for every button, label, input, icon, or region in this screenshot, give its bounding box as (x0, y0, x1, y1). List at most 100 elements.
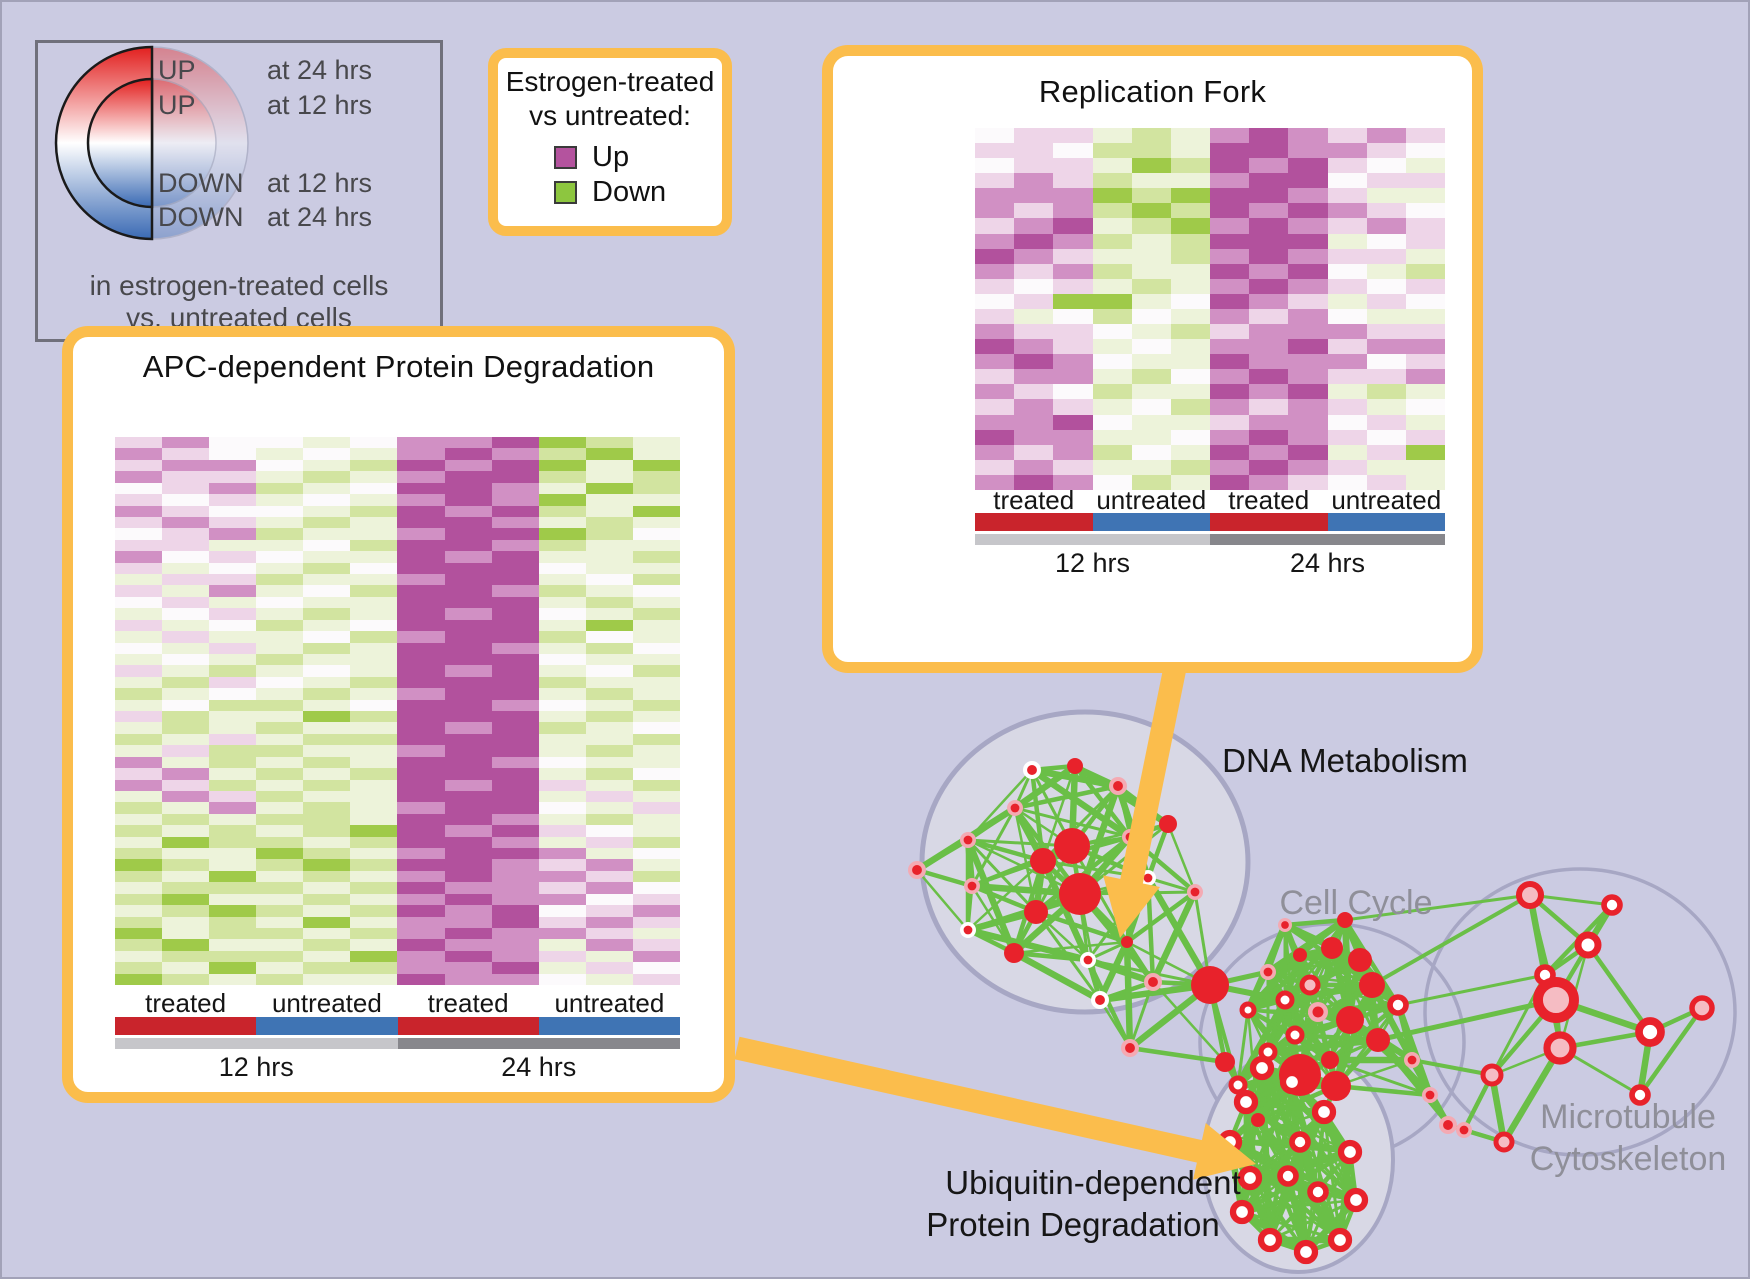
heatmap-cell (632, 870, 680, 883)
heatmap-cell (350, 608, 398, 620)
heatmap-cell (1092, 233, 1132, 249)
up-label: Up (592, 140, 630, 173)
heatmap-cell (162, 448, 210, 460)
heatmap-cell (115, 859, 163, 871)
network-cluster-label: Microtubule (1540, 1098, 1716, 1136)
heatmap-cell (444, 882, 492, 894)
heatmap-cell (303, 848, 351, 860)
heatmap-cell (256, 905, 304, 917)
heatmap-cell (1327, 414, 1367, 430)
heatmap-cell (209, 665, 257, 677)
heatmap-cell (538, 768, 586, 780)
heatmap-cell (397, 813, 445, 826)
heatmap-cell (585, 905, 633, 917)
heatmap-cell (585, 699, 633, 711)
heatmap-cell (256, 608, 304, 620)
heatmap-cell (491, 825, 539, 837)
heatmap-cell (1249, 354, 1289, 370)
gene-node (1121, 936, 1133, 948)
apc-time-bar (115, 1038, 680, 1049)
heatmap-cell (162, 459, 210, 472)
heatmap-cell (538, 859, 586, 871)
heatmap-cell (444, 631, 492, 643)
heatmap-cell (1249, 143, 1289, 159)
time-label: at 24 hrs (266, 202, 372, 232)
heatmap-cell (538, 631, 586, 643)
heatmap-cell (1131, 429, 1171, 445)
heatmap-cell (1170, 339, 1210, 355)
heatmap-cell (1327, 339, 1367, 355)
heatmap-cell (397, 562, 445, 574)
heatmap-cell (209, 516, 257, 529)
gene-node-ring (1635, 1017, 1665, 1047)
heatmap-cell (632, 482, 680, 495)
heatmap-cell (491, 756, 539, 769)
heatmap-cell (1327, 459, 1367, 475)
heatmap-cell (397, 699, 445, 711)
treatment-group-label: untreated (554, 988, 665, 1018)
heatmap-cell (1288, 474, 1328, 490)
heatmap-cell (256, 756, 304, 769)
heatmap-cell (350, 939, 398, 951)
heatmap-cell (115, 642, 163, 654)
heatmap-cell (397, 574, 445, 586)
heatmap-cell (350, 596, 398, 609)
gene-node-core (1027, 765, 1037, 775)
heatmap-cell (303, 870, 351, 883)
heatmap-cell (444, 916, 492, 928)
heatmap-cell (209, 768, 257, 780)
heatmap-cell (1210, 459, 1250, 475)
heatmap-cell (115, 631, 163, 643)
heatmap-cell (538, 722, 586, 734)
time-label: at 24 hrs (266, 55, 372, 85)
heatmap-cell (256, 585, 304, 597)
heatmap-cell (1170, 263, 1210, 279)
network-edge (1152, 981, 1226, 1063)
heatmap-cell (1170, 158, 1210, 174)
network-edge (964, 838, 1018, 955)
apc-group-labels: treated untreated treated untreated (115, 988, 680, 1019)
heatmap-cell (303, 631, 351, 643)
heatmap-cell (1170, 233, 1210, 249)
heatmap-cell (1131, 248, 1171, 264)
heatmap-cell (585, 574, 633, 586)
heatmap-cell (1288, 173, 1328, 189)
updown-ring-legend: UP at 24 hrs UP at 12 hrs DOWN at 12 hrs… (35, 40, 443, 342)
heatmap-cell (397, 676, 445, 689)
heatmap-cell (1249, 414, 1289, 430)
heatmap-cell (1053, 143, 1093, 159)
heatmap-cell (115, 813, 163, 826)
gene-node (1321, 937, 1343, 959)
heatmap-cell (632, 745, 680, 757)
heatmap-cell (585, 768, 633, 780)
network-edge (1284, 1175, 1310, 1253)
down-label: Down (592, 175, 667, 208)
heatmap-cell (491, 585, 539, 597)
heatmap-cell (162, 916, 210, 928)
network-edge (1329, 1058, 1431, 1097)
heatmap-cell (115, 608, 163, 620)
heatmap-cell (1327, 173, 1367, 189)
heatmap-cell (1014, 308, 1054, 325)
heatmap-cell (632, 905, 680, 917)
heatmap-cell (1053, 324, 1093, 340)
heatmap-cell (491, 813, 539, 826)
heatmap-cell (397, 768, 445, 780)
network-edge (967, 860, 1044, 931)
heatmap-cell (1131, 474, 1171, 490)
heatmap-cell (115, 825, 163, 837)
heatmap-cell (1014, 248, 1054, 264)
heatmap-cell (1366, 429, 1406, 445)
gene-node (1215, 1052, 1235, 1072)
heatmap-cell (1210, 203, 1250, 219)
heatmap-cell (1014, 399, 1054, 415)
heatmap-cell (256, 790, 304, 803)
treatment-group-label: treated (993, 485, 1075, 515)
heatmap-cell (585, 494, 633, 506)
heatmap-cell (209, 779, 257, 791)
heatmap-cell (209, 870, 257, 883)
heatmap-cell (115, 973, 163, 985)
heatmap-cell (303, 562, 351, 574)
heatmap-cell (256, 688, 304, 700)
